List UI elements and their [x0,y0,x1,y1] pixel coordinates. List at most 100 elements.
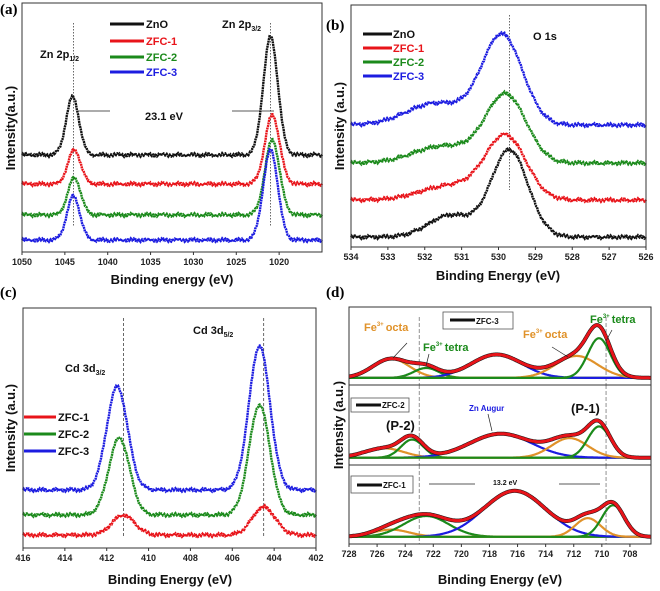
x-tick-label: 526 [638,252,653,262]
series-zfc-3 [21,343,318,494]
x-tick-label: 1030 [183,257,203,267]
panel-d-xlabel: Binding Energy (eV) [438,572,562,587]
panel-label-a: (a) [0,2,18,18]
x-tick-label: 714 [538,549,553,559]
series-zfc-2 [21,137,324,219]
fe3-tetra-label-2: Fe3+ tetra [590,314,636,326]
plot-frame [22,307,317,549]
x-tick-label: 718 [482,549,497,559]
panel-b-xlabel: Binding Energy (eV) [436,268,560,283]
x-tick-label: 414 [57,553,72,563]
zn-auger-label: Zn Augur [469,404,504,413]
x-tick-label: 1020 [269,257,289,267]
panel-d-annotations: Fe3+ octa Fe3+ tetra Fe3+ octa Fe3+ tetra Zn… [364,314,636,487]
series-zfc-1 [21,112,324,188]
legend-zno: ZnO [146,19,168,31]
x-tick-label: 1035 [141,257,161,267]
panel-a-ylabel: Intensity(a.u.) [3,86,18,171]
legend-zfc2: ZFC-2 [393,57,424,69]
legend-zfc1: ZFC-1 [58,412,89,424]
panel-c-cd3d32-label: Cd 3d3/2 [65,363,105,377]
panel-a-splitting-label: 23.1 eV [145,111,184,123]
legend-zfc3: ZFC-3 [146,67,177,79]
legend-zfc2: ZFC-2 [382,401,405,410]
pointer-zn-auger [487,413,493,432]
pointer-octa-2 [551,346,569,358]
legend-zfc2: ZFC-2 [58,429,89,441]
panel-c-xlabel: Binding Energy (eV) [108,572,232,587]
x-tick-label: 534 [343,252,358,262]
legend-box-zfc3 [442,311,514,330]
panel-d-splitting-label: 13.2 eV [493,480,517,487]
panel-a-legend: ZnO ZFC-1 ZFC-2 ZFC-3 [110,19,177,79]
panel-b-o1s-label: O 1s [533,31,557,43]
legend-zfc3: ZFC-3 [393,71,424,83]
fit-envelope [348,489,651,539]
plot-frame [21,2,323,253]
panel-label-d: (d) [326,285,344,301]
series-zno [21,34,324,159]
x-tick-label: 533 [380,252,395,262]
x-tick-label: 712 [566,549,581,559]
component-green-710.2 [349,425,651,459]
panel-c-plot: 416 414 412 410 408 406 404 402 [15,307,324,563]
panel-b-ylabel: Intensity (a.u.) [332,82,347,170]
x-tick-label: 532 [417,252,432,262]
fit-envelope [348,323,651,380]
plot-frame [348,306,652,545]
x-tick-label: 708 [622,549,637,559]
series-zfc-3 [349,30,648,129]
fe3-octa-label-1: Fe3+ octa [364,322,409,334]
x-tick-label: 412 [99,553,114,563]
panel-a-zn2p32-label: Zn 2p3/2 [222,19,261,33]
x-tick-label: 527 [602,252,617,262]
x-tick-label: 720 [454,549,469,559]
fe3-tetra-label-1: Fe3+ tetra [423,342,469,354]
series-zfc-3 [21,147,324,245]
panel-a-zn2p12-label: Zn 2p1/2 [40,49,79,63]
panel-b-plot: 534 533 532 531 530 529 528 527 526 [343,4,654,262]
component-green-709.2 [349,504,651,538]
x-tick-label: 404 [267,553,282,563]
panel-d-ylabel: Intensity (a.u.) [331,381,346,469]
panel-d-plot: 728 726 724 722 720 718 716 714 712 710 708 [341,306,652,559]
series-zfc-1 [349,130,648,204]
pointer-octa-1 [392,342,408,359]
x-tick-label: 726 [370,549,385,559]
panel-c-cd3d52-label: Cd 3d5/2 [193,325,233,339]
x-tick-label: 1045 [55,257,75,267]
x-tick-label: 1050 [12,257,32,267]
x-tick-label: 530 [491,252,506,262]
series-zfc-2 [349,89,648,167]
x-tick-label: 402 [308,553,323,563]
pointer-tetra-1 [425,353,430,367]
legend-zfc3: ZFC-3 [58,446,89,458]
legend-zfc1: ZFC-1 [383,481,406,490]
fe3-octa-label-2: Fe3+ octa [523,329,568,341]
p1-label: (P-1) [571,401,600,416]
p2-label: (P-2) [386,418,415,433]
panel-c-legend: ZFC-1 ZFC-2 ZFC-3 [24,412,89,458]
x-tick-label: 410 [141,553,156,563]
subpanel-zfc-1 [348,464,651,544]
x-tick-label: 416 [15,553,30,563]
x-tick-label: 716 [510,549,525,559]
panel-label-b: (b) [326,18,344,34]
series-zfc-2 [21,402,318,519]
fit-envelope [348,418,651,460]
subpanel-zfc-2 [348,384,651,465]
x-tick-label: 1040 [98,257,118,267]
panel-a-plot: 1050 1045 1040 1035 1030 1025 1020 [12,2,324,267]
series-zno [349,146,648,241]
x-tick-label: 710 [594,549,609,559]
panel-label-c: (c) [0,285,17,301]
x-tick-label: 728 [341,549,356,559]
legend-zfc1: ZFC-1 [393,43,424,55]
legend-zno: ZnO [393,29,415,41]
panel-c-ylabel: Intensity (a.u.) [3,384,18,472]
component-green-710.2 [349,337,651,379]
x-tick-label: 408 [183,553,198,563]
panel-a-xlabel: Binding energy (eV) [111,272,234,287]
x-tick-label: 724 [398,549,413,559]
